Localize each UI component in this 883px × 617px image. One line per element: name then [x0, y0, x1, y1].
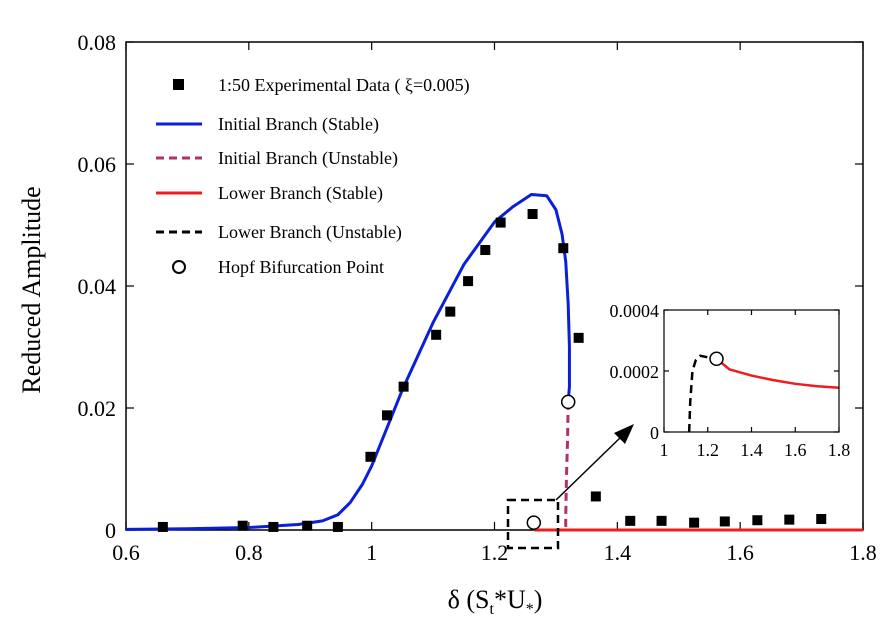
main-data-point: [365, 451, 376, 462]
inset-y-tick-label: 0.0004: [610, 301, 660, 321]
main-data-point: [784, 514, 795, 525]
inset-series-lower-branch-unstable: [687, 354, 717, 433]
main-y-tick-label: 0.06: [78, 152, 117, 177]
legend-marker-hopf: [172, 260, 186, 274]
inset-tick-labels: 1 1.2 1.4 1.6 1.8 0 0.0002 0.0004: [610, 301, 851, 460]
main-x-tick-label: 0.6: [112, 540, 140, 565]
inset-background: [664, 310, 839, 432]
main-x-tick-label: 0.8: [235, 540, 263, 565]
main-series: [125, 193, 863, 532]
main-data-point: [480, 245, 491, 256]
legend-marker-experimental: [173, 79, 184, 90]
legend-label-initial-stable: Initial Branch (Stable): [218, 114, 379, 135]
zoom-arrow-line: [555, 435, 623, 501]
main-data-point: [495, 217, 506, 228]
main-data-point: [302, 520, 313, 531]
main-data-point: [719, 516, 730, 527]
main-data-point: [527, 209, 538, 220]
main-hopf-point: [526, 515, 542, 530]
main-data-point: [558, 243, 569, 254]
x-axis-title: δ (St*U*): [448, 585, 543, 617]
legend-label-hopf: Hopf Bifurcation Point: [218, 257, 384, 277]
inset-ticks: [663, 309, 840, 433]
legend: 1:50 Experimental Data ( ξ=0.005) Initia…: [156, 75, 470, 277]
legend-label-lower-unstable: Lower Branch (Unstable): [218, 222, 402, 243]
zoom-region-box: [506, 498, 560, 550]
main-data-point: [656, 515, 667, 526]
main-y-tick-label: 0.02: [78, 396, 117, 421]
inset-y-tick-label: 0.0002: [610, 362, 660, 382]
main-x-tick-label: 1.6: [726, 540, 754, 565]
inset-x-tick-label: 1.2: [697, 440, 720, 460]
main-series-initial-branch-stable: [125, 193, 571, 531]
main-data-point: [398, 381, 409, 392]
x-axis-delta: δ: [448, 585, 460, 614]
main-data-point: [816, 514, 827, 525]
main-hopf-point: [560, 394, 576, 410]
inset-series-lower-branch-stable: [715, 357, 840, 390]
main-x-tick-label: 1.2: [481, 540, 509, 565]
x-axis-close: ): [534, 585, 543, 614]
main-data-point: [573, 332, 584, 343]
main-data-point: [382, 410, 393, 421]
main-data-point: [157, 521, 168, 532]
main-y-tick-label: 0: [105, 518, 116, 543]
main-data-point: [752, 515, 763, 526]
main-data-point: [625, 515, 636, 526]
main-tick-labels: 0.6 0.8 1 1.2 1.4 1.6 1.8 0 0.02 0.04 0.06 0.08: [78, 30, 877, 565]
inset-x-tick-label: 1: [660, 440, 669, 460]
main-series-initial-branch-unstable: [564, 401, 570, 530]
inset-series: [687, 351, 840, 433]
main-data-point: [268, 521, 279, 532]
main-data-point: [463, 276, 474, 287]
main-data-point: [445, 306, 456, 317]
main-x-tick-label: 1.8: [849, 540, 877, 565]
x-axis-sub-t: t: [489, 601, 494, 617]
y-axis-title: Reduced Amplitude: [17, 186, 46, 393]
main-data-point: [332, 521, 343, 532]
inset-x-tick-label: 1.6: [784, 440, 807, 460]
x-axis-sub-star: *: [526, 601, 534, 617]
zoom-arrow-head: [614, 424, 634, 444]
inset-hopf-point: [709, 351, 724, 367]
x-axis-open: (S: [460, 585, 490, 614]
main-data-point: [431, 329, 442, 340]
main-data-point: [590, 491, 601, 502]
legend-label-initial-unstable: Initial Branch (Unstable): [218, 148, 398, 169]
legend-label-experimental: 1:50 Experimental Data ( ξ=0.005): [218, 75, 470, 96]
main-x-tick-label: 1: [366, 540, 377, 565]
inset-y-tick-label: 0: [650, 423, 659, 443]
main-x-tick-label: 1.4: [604, 540, 632, 565]
main-y-tick-label: 0.04: [78, 274, 117, 299]
main-data-point: [237, 520, 248, 531]
inset-x-tick-label: 1.4: [740, 440, 763, 460]
main-data-point: [689, 517, 700, 528]
inset-x-tick-label: 1.8: [828, 440, 851, 460]
main-y-tick-label: 0.08: [78, 30, 117, 55]
x-axis-mid: *U: [494, 585, 526, 614]
legend-label-lower-stable: Lower Branch (Stable): [218, 183, 383, 204]
